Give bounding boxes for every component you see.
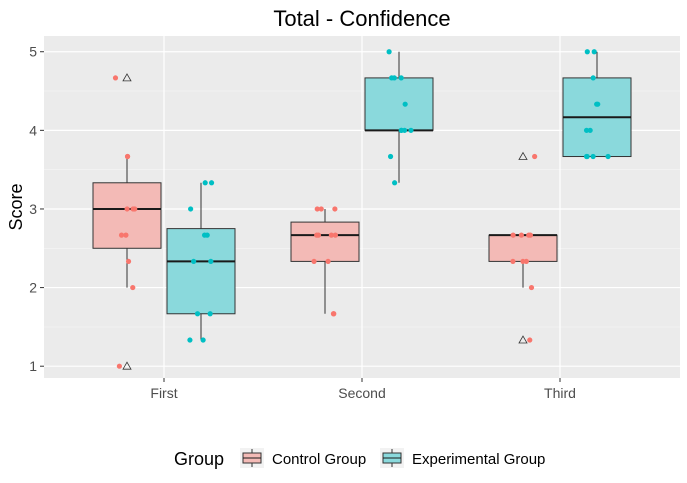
data-point-control	[332, 206, 338, 212]
data-point-control	[124, 153, 131, 160]
x-tick-label: First	[150, 385, 177, 401]
legend-label: Control Group	[272, 451, 366, 468]
box-experimental-third	[562, 51, 632, 158]
box-body	[364, 77, 434, 131]
y-tick-label: 3	[29, 201, 37, 217]
data-point-experimental	[591, 49, 597, 55]
box-control-third	[488, 151, 558, 344]
data-point-experimental	[208, 180, 215, 186]
box-body	[290, 221, 360, 262]
data-point-experimental	[386, 49, 392, 55]
legend-key-experimental: Experimental Group	[380, 448, 545, 468]
data-point-experimental	[392, 180, 398, 186]
data-point-control	[318, 206, 324, 212]
y-tick-label: 2	[29, 280, 37, 296]
data-point-control	[116, 363, 122, 369]
x-axis-ticks: First Second Third	[150, 378, 576, 401]
outlier-marker	[518, 151, 528, 160]
data-point-control	[527, 337, 533, 343]
data-point-experimental	[200, 337, 206, 343]
data-point-control	[123, 232, 129, 238]
data-point-experimental	[194, 311, 201, 317]
x-tick-label: Second	[338, 385, 385, 401]
data-point-control	[518, 232, 524, 238]
data-point-experimental	[202, 180, 208, 186]
box-body	[92, 182, 162, 249]
box-control-second	[290, 208, 360, 314]
data-point-control	[311, 258, 317, 265]
data-point-experimental	[398, 75, 404, 81]
data-point-experimental	[584, 153, 590, 160]
data-point-control	[332, 232, 339, 238]
data-point-control	[130, 206, 136, 212]
data-point-control	[532, 153, 538, 160]
data-point-control	[330, 311, 337, 317]
x-tick-label: Third	[544, 385, 576, 401]
data-point-control	[314, 206, 320, 212]
y-tick-label: 4	[29, 122, 37, 138]
data-point-control	[118, 232, 125, 238]
data-point-control	[124, 206, 130, 212]
data-point-experimental	[605, 153, 611, 160]
legend-key-control: Control Group	[240, 448, 366, 468]
box-body	[166, 228, 236, 315]
data-point-experimental	[590, 153, 596, 160]
box-body	[488, 234, 558, 262]
data-point-control	[325, 258, 331, 265]
data-point-control	[510, 258, 516, 265]
box-experimental-first	[166, 182, 236, 341]
data-point-experimental	[204, 232, 210, 238]
data-point-control	[328, 232, 334, 238]
data-point-control	[526, 232, 532, 238]
data-point-experimental	[207, 311, 213, 317]
data-point-experimental	[583, 127, 590, 133]
data-point-experimental	[587, 127, 593, 133]
data-point-experimental	[389, 75, 395, 81]
y-axis-ticks: 1 2 3 4 5	[29, 44, 44, 374]
data-point-experimental	[187, 337, 193, 343]
y-axis-title: Score	[6, 183, 26, 230]
legend-title: Group	[174, 449, 224, 469]
data-point-control	[314, 232, 320, 238]
data-point-experimental	[398, 127, 405, 133]
data-point-experimental	[590, 75, 596, 81]
data-point-control	[112, 75, 119, 81]
data-point-experimental	[584, 49, 590, 55]
data-point-experimental	[208, 258, 214, 265]
data-point-control	[130, 284, 136, 291]
plot-panel	[44, 36, 680, 378]
outlier-marker	[122, 73, 132, 82]
data-point-control	[510, 232, 516, 238]
data-point-experimental	[402, 101, 408, 107]
legend-label: Experimental Group	[412, 451, 545, 468]
data-point-control	[520, 258, 526, 265]
data-point-experimental	[408, 127, 414, 133]
outlier-marker	[122, 361, 132, 370]
outlier-marker	[518, 335, 528, 344]
legend: Group Control Group Experimental Group	[174, 448, 545, 469]
data-point-experimental	[188, 206, 194, 212]
data-point-experimental	[191, 258, 197, 265]
y-tick-label: 1	[29, 358, 37, 374]
data-point-experimental	[387, 153, 394, 160]
chart-title: Total - Confidence	[273, 6, 450, 31]
box-experimental-second	[364, 51, 434, 183]
data-point-experimental	[594, 101, 600, 107]
data-point-control	[125, 258, 132, 265]
y-tick-label: 5	[29, 44, 37, 60]
data-point-control	[528, 284, 535, 291]
